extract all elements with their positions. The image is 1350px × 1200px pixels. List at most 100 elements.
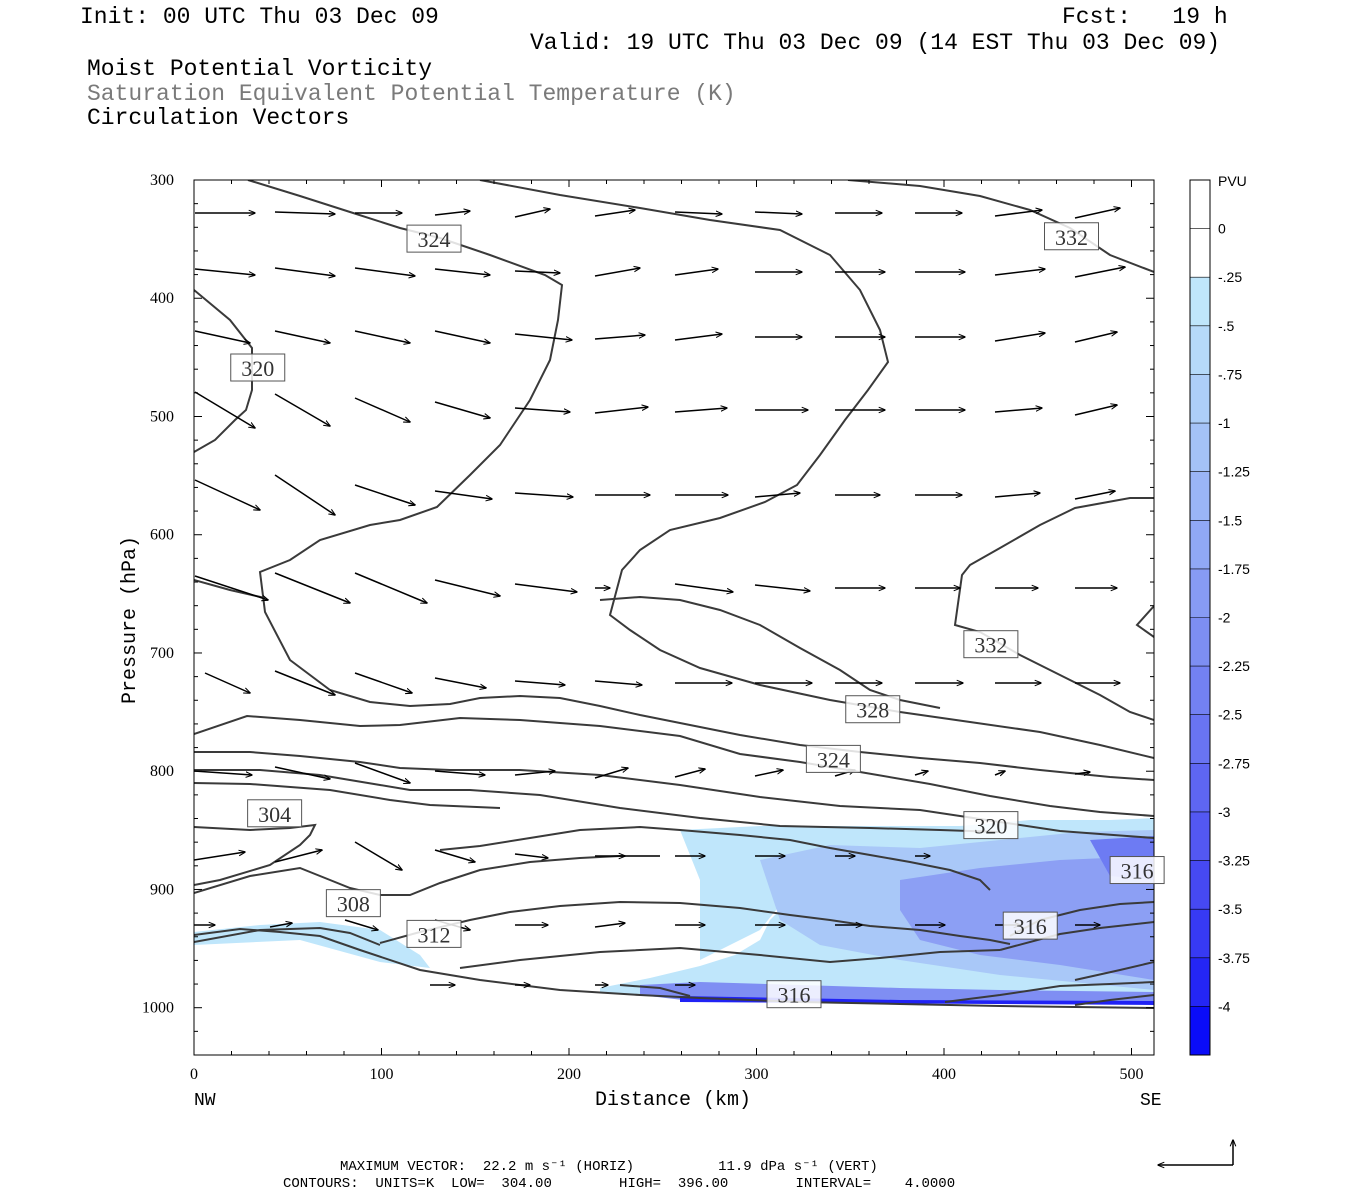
field-title-vectors: Circulation Vectors: [87, 105, 350, 131]
circulation-vector: [674, 583, 733, 592]
circulation-vector: [434, 330, 490, 343]
colorbar-swatch: [1190, 860, 1210, 910]
contour-label-box: [805, 744, 861, 773]
circulation-vector: [434, 490, 492, 499]
colorbar-swatch: [1190, 666, 1210, 716]
contour-label-text: 324: [418, 227, 451, 252]
circulation-vector: [514, 583, 577, 592]
contour-label-text: 312: [418, 922, 451, 947]
contour-312-b: [459, 946, 1001, 969]
contour-316-left: [194, 855, 660, 896]
circulation-vector: [594, 680, 642, 685]
circulation-vector: [914, 771, 928, 775]
contour-316-e: [619, 984, 691, 997]
circulation-vector: [514, 771, 555, 776]
contour-label: 328: [845, 695, 901, 724]
contour-label: 332: [1044, 222, 1099, 251]
colorbar-unit-label: PVU: [1218, 173, 1247, 189]
circulation-vector: [514, 492, 573, 497]
colorbar-swatch: [1190, 714, 1210, 764]
contour-label-box: [845, 695, 901, 724]
colorbar-level-label: -1.25: [1218, 464, 1250, 480]
colorbar-level-label: -2.75: [1218, 755, 1250, 771]
x-left-end-label: NW: [194, 1091, 216, 1111]
colorbar-level-label: -1: [1218, 415, 1231, 431]
contour-label-box: [230, 353, 286, 382]
circulation-vector: [594, 268, 640, 277]
contour-316-d: [999, 921, 1154, 951]
circulation-vector: [274, 330, 330, 343]
contour-332-edge: [1135, 605, 1154, 638]
circulation-vector: [1074, 772, 1090, 774]
colorbar-swatch: [1190, 909, 1210, 959]
circulation-vector: [274, 393, 330, 426]
circulation-vector: [354, 484, 415, 505]
colorbar-swatch: [1190, 617, 1210, 667]
circulation-vector: [194, 330, 250, 343]
circulation-vector: [674, 334, 722, 341]
circulation-vector: [354, 841, 402, 870]
colorbar-level-label: -3: [1218, 804, 1231, 820]
init-time: Init: 00 UTC Thu 03 Dec 09: [80, 4, 439, 30]
circulation-vector: [194, 852, 245, 861]
circulation-vector: [354, 572, 427, 603]
circulation-vector: [514, 271, 560, 273]
colorbar-swatch: [1190, 374, 1210, 424]
circulation-vector: [354, 672, 412, 693]
contour-label-box: [325, 889, 381, 918]
contour-label-text: 332: [1055, 225, 1088, 250]
contour-328-e: [1074, 994, 1154, 1006]
contour-label: 316: [1002, 911, 1058, 940]
contour-label: 308: [325, 889, 381, 918]
colorbar-swatch: [1190, 423, 1210, 473]
reference-vector: [1158, 1140, 1233, 1165]
contour-324-left: [247, 180, 1154, 781]
x-axis-title: Distance (km): [595, 1089, 751, 1112]
circulation-vector: [194, 479, 260, 510]
circulation-vector: [269, 923, 292, 928]
colorbar-level-label: -.5: [1218, 318, 1235, 334]
colorbar-level-label: -1.5: [1218, 512, 1242, 528]
circulation-vector: [754, 212, 802, 214]
circulation-vector: [194, 770, 252, 775]
circulation-vector: [514, 680, 565, 685]
contour-label-text: 304: [258, 802, 291, 827]
colorbar-swatch: [1190, 277, 1210, 327]
contour-316-b: [379, 900, 1011, 945]
contour-label: 324: [805, 744, 861, 773]
colorbar-swatch: [1190, 228, 1210, 278]
y-tick-label: 700: [150, 645, 174, 662]
field-title-theta-es: Saturation Equivalent Potential Temperat…: [87, 81, 736, 107]
circulation-vector: [674, 769, 705, 778]
contour-label-text: 316: [1121, 859, 1154, 884]
circulation-vector: [434, 677, 486, 688]
contour-label: 304: [247, 799, 303, 828]
x-tick-label: 400: [932, 1066, 956, 1083]
colorbar-swatch: [1190, 811, 1210, 862]
circulation-vector: [594, 768, 628, 779]
contour-label-text: 320: [241, 356, 274, 381]
contour-324-mid: [599, 595, 941, 709]
colorbar-level-label: -3.25: [1218, 853, 1250, 869]
contour-label-box: [1109, 856, 1165, 885]
circulation-vector: [274, 212, 335, 214]
contour-332: [847, 180, 1154, 273]
circulation-vector: [434, 770, 485, 775]
contour-label-box: [1044, 222, 1099, 251]
colorbar-swatch: [1190, 471, 1210, 521]
contour-320-lower: [194, 714, 1154, 817]
contour-label-text: 316: [1014, 914, 1047, 939]
contour-332-lower: [953, 497, 1154, 721]
circulation-vector: [514, 333, 572, 340]
colorbar-swatch: [1190, 763, 1210, 813]
contour-312-c: [194, 926, 381, 946]
circulation-vector: [594, 210, 635, 217]
circulation-vector: [204, 672, 250, 693]
contour-320-mid: [439, 825, 991, 891]
circulation-vector: [344, 919, 378, 930]
contour-label-box: [963, 630, 1019, 659]
footer-contour-info: CONTOURS: UNITS=K LOW= 304.00 HIGH= 396.…: [283, 1176, 956, 1192]
circulation-vector: [1074, 267, 1125, 278]
contour-label: 324: [406, 224, 462, 253]
